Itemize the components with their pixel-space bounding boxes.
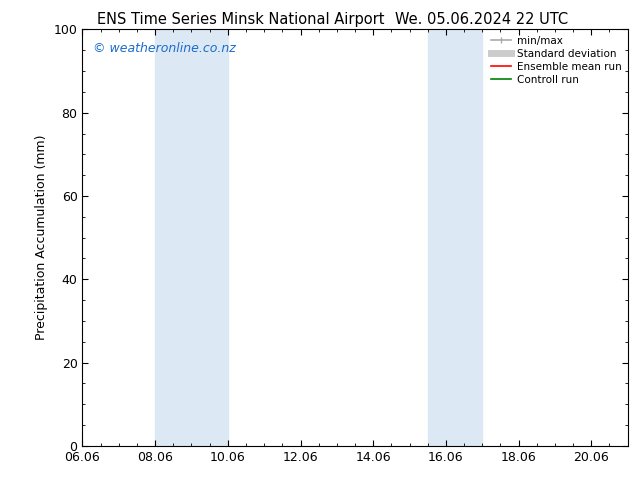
Text: © weatheronline.co.nz: © weatheronline.co.nz [93,42,236,55]
Legend: min/max, Standard deviation, Ensemble mean run, Controll run: min/max, Standard deviation, Ensemble me… [486,31,626,89]
Text: We. 05.06.2024 22 UTC: We. 05.06.2024 22 UTC [395,12,569,27]
Bar [428,29,482,446]
Y-axis label: Precipitation Accumulation (mm): Precipitation Accumulation (mm) [35,135,48,341]
Bar [155,29,228,446]
Text: ENS Time Series Minsk National Airport: ENS Time Series Minsk National Airport [97,12,385,27]
